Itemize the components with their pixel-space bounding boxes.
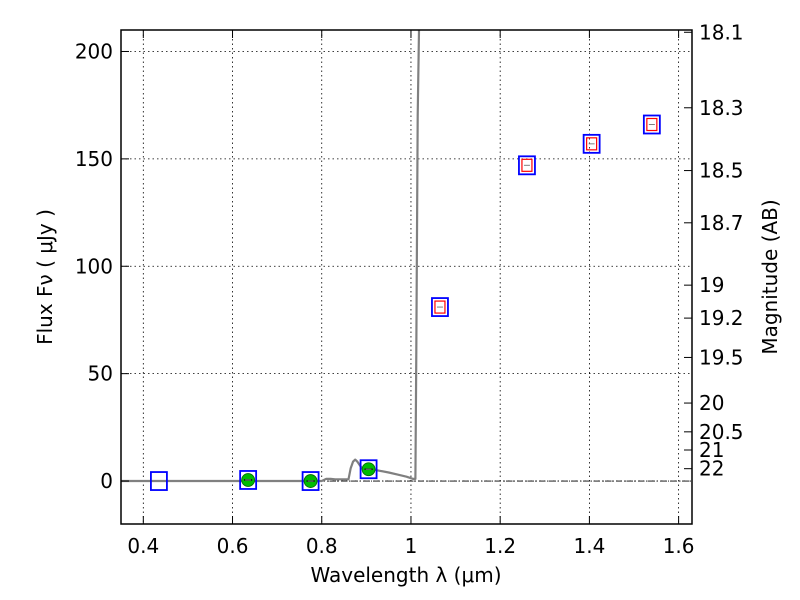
- y-axis-title: Flux Fν ( μJy ): [33, 209, 57, 345]
- mag-tick-label-3: 18.7: [699, 211, 744, 235]
- mag-tick-label-10: 22: [699, 457, 724, 481]
- photometry-square-5: [518, 155, 536, 176]
- plot-frame: [120, 29, 693, 525]
- x-tick-label-0: 0.4: [127, 534, 159, 558]
- photometry-square-0: [150, 471, 168, 491]
- mag-tick-label-4: 19: [699, 273, 724, 297]
- mag-tick-label-6: 19.5: [699, 345, 744, 369]
- x-axis-title: Wavelength λ (μm): [310, 563, 501, 587]
- model-spectrum: [121, 29, 421, 483]
- model-photometry-square-0: [434, 300, 446, 314]
- x-tick-label-1: 0.6: [217, 534, 249, 558]
- y-tick-label-0: 0: [100, 469, 113, 493]
- mag-tick-label-1: 18.3: [699, 96, 744, 120]
- mag-tick-label-7: 20: [699, 391, 724, 415]
- x-tick-label-6: 1.6: [663, 534, 695, 558]
- axis-ticks: 0.4 0.6 0.8 1 1.2 1.4 1.6 0 50 100 150 200 18.1 18.3 1…: [75, 20, 744, 558]
- photometry-square-1: [239, 470, 258, 490]
- photometry-square-4: [431, 297, 449, 317]
- y-tick-label-3: 150: [75, 147, 113, 171]
- photometry-square-7: [642, 114, 661, 135]
- mag-tick-label-5: 19.2: [699, 306, 744, 330]
- mag-tick-label-0: 18.1: [699, 20, 744, 44]
- y-tick-label-1: 50: [88, 362, 113, 386]
- spectrum-line: [121, 29, 421, 483]
- photometry-square-2: [301, 471, 320, 491]
- x-tick-label-3: 1: [405, 534, 418, 558]
- y-tick-label-4: 200: [75, 39, 113, 63]
- x-tick-label-2: 0.8: [306, 534, 338, 558]
- mag-tick-label-2: 18.5: [699, 159, 744, 183]
- photometry-square-6: [582, 133, 601, 154]
- x-tick-label-5: 1.4: [573, 534, 605, 558]
- photometry-points: [150, 114, 661, 491]
- mag-tick-label-8: 20.5: [699, 420, 744, 444]
- model-photometry-square-3: [646, 117, 658, 132]
- magnitude-axis-title: Magnitude (AB): [758, 199, 782, 354]
- model-photometry-square-2: [586, 137, 598, 151]
- y-tick-label-2: 100: [75, 254, 113, 278]
- model-photometry-square-1: [521, 158, 533, 172]
- mag-tick-label-9: 21: [699, 438, 724, 462]
- photometry-square-3: [359, 459, 378, 480]
- x-tick-label-4: 1.2: [484, 534, 516, 558]
